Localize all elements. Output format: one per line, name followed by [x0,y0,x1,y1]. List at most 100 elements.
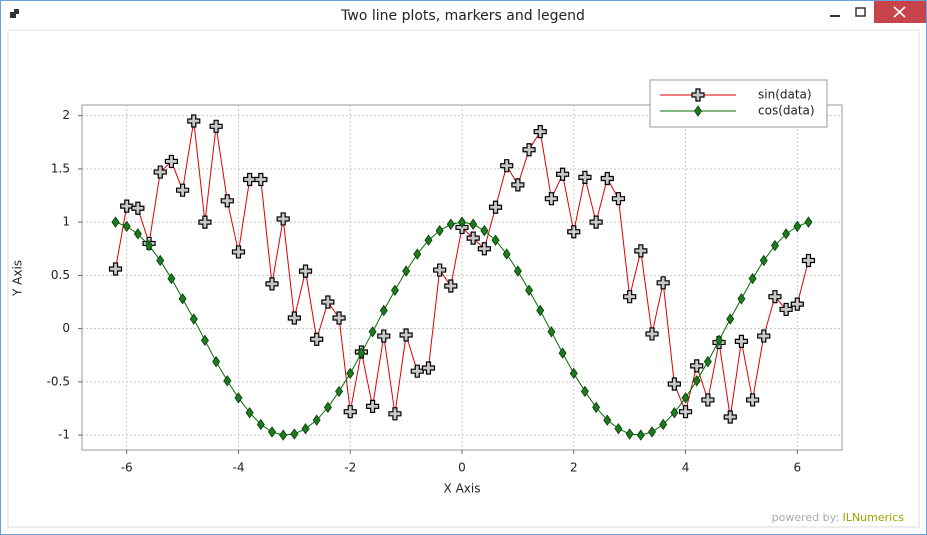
marker [779,302,793,317]
marker [692,375,701,387]
marker [555,167,570,181]
marker [745,393,760,407]
marker [388,407,402,421]
marker [480,224,489,237]
legend-marker [694,105,702,117]
legend-marker [691,88,705,102]
marker [678,405,693,419]
y-tick-label: 2 [62,108,70,122]
marker [458,216,466,228]
marker [357,347,366,359]
marker [804,216,813,228]
marker [444,279,458,293]
marker [178,293,187,305]
marker [603,414,612,426]
marker [634,244,648,258]
marker [335,385,344,398]
marker [379,304,388,317]
marker [446,218,455,230]
marker [254,172,268,187]
marker [681,392,690,404]
x-tick-label: 4 [682,461,690,475]
marker [469,218,478,230]
marker [301,423,310,435]
marker [790,297,804,311]
watermark-prefix: powered by: [772,511,839,524]
marker [768,290,782,304]
watermark-brand: ILNumerics [843,511,905,524]
marker [558,347,567,359]
marker [726,313,735,325]
marker [670,407,679,419]
marker [433,263,447,277]
marker [223,375,232,387]
legend [649,79,828,128]
marker [198,215,212,229]
x-axis-label: X Axis [444,482,481,496]
marker [122,220,131,233]
marker [488,200,503,214]
marker [513,265,522,277]
x-tick-label: -2 [344,461,356,475]
y-tick-label: 0 [62,321,70,335]
canvas-border [7,29,920,528]
marker [757,329,771,343]
marker [209,119,223,133]
marker [491,234,500,246]
marker [368,326,377,338]
maximize-button[interactable] [855,7,866,17]
watermark: powered by: ILNumerics [772,511,905,524]
marker [589,215,603,229]
marker [435,224,444,237]
marker [659,418,668,431]
marker [220,194,234,208]
y-tick-label: -1 [58,428,70,442]
marker [310,332,324,346]
legend-label: cos(data) [758,104,815,118]
marker [701,393,715,407]
marker [421,361,436,375]
close-button[interactable] [874,1,926,23]
marker [187,114,201,128]
x-tick-label: 0 [458,461,466,475]
marker [600,171,614,186]
marker [153,165,167,179]
marker [189,313,198,325]
marker [611,192,626,206]
marker [268,426,276,438]
marker [287,311,301,325]
marker [120,199,134,213]
window-title: Two line plots, markers and legend [340,8,585,24]
marker [265,277,279,291]
marker [525,284,534,296]
marker [200,334,209,347]
marker [410,364,424,378]
marker [175,183,190,197]
marker [243,172,257,187]
marker [782,228,791,240]
marker [623,290,637,304]
marker [636,429,645,441]
y-axis-label: Y Axis [11,260,25,297]
y-tick-label: 0.5 [51,268,70,282]
marker [723,410,737,424]
marker [245,407,254,419]
marker [298,264,313,278]
marker [477,242,491,256]
y-tick-label: -0.5 [47,374,70,388]
marker [511,178,525,192]
y-tick-label: 1.5 [51,161,70,175]
x-tick-label: 6 [793,461,801,475]
marker [413,248,422,260]
marker [580,385,589,398]
marker [279,429,288,441]
marker [625,428,634,440]
marker [276,212,290,226]
marker [502,248,511,260]
marker [648,426,656,438]
marker [365,399,380,413]
marker [547,326,556,338]
marker [346,367,355,380]
marker [390,284,399,296]
